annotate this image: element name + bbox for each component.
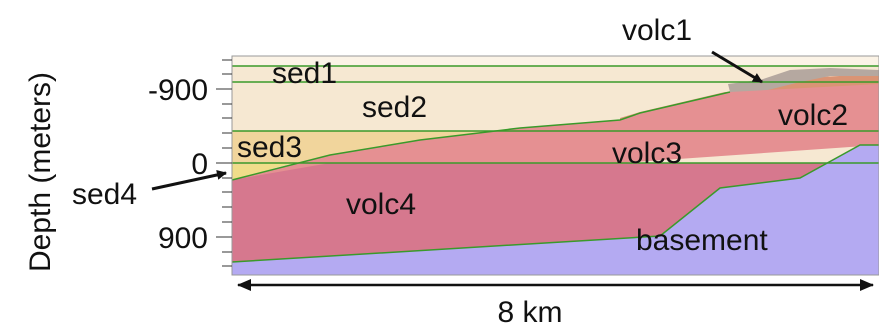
pointer-arrow xyxy=(152,173,226,189)
y-tick-label: 900 xyxy=(158,222,208,255)
layer-label: sed2 xyxy=(362,91,427,124)
y-tick-label: -900 xyxy=(148,74,208,107)
layer-label: basement xyxy=(636,224,768,257)
minor-ticks xyxy=(216,60,232,266)
cross-section: -900 0 900 Depth (meters) sed1 sed2 sed3… xyxy=(0,0,879,331)
axis-title: Depth (meters) xyxy=(24,72,57,272)
layer-label: volc4 xyxy=(346,188,416,221)
scale-label: 8 km xyxy=(497,296,562,329)
layer-label: sed4 xyxy=(72,178,137,211)
layer-label: volc2 xyxy=(778,99,848,132)
layer-label: sed3 xyxy=(237,131,302,164)
layer-label: volc1 xyxy=(622,14,692,47)
layer-label: sed1 xyxy=(272,57,337,90)
layer-label: volc3 xyxy=(612,137,682,170)
